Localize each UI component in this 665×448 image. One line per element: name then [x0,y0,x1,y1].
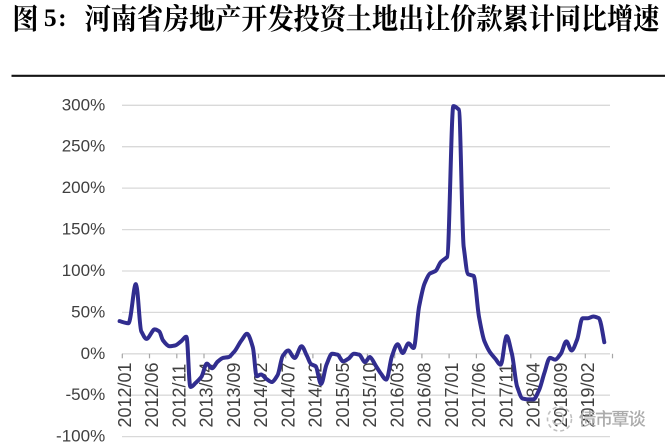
svg-text:2012/06: 2012/06 [142,362,162,427]
svg-text:250%: 250% [62,137,105,156]
svg-text:0%: 0% [81,344,106,363]
svg-text:-100%: -100% [56,427,105,446]
svg-text:-50%: -50% [66,385,106,404]
svg-text:2015/10: 2015/10 [360,362,380,427]
svg-text:5:: 5: [44,3,68,32]
svg-text:50%: 50% [71,302,105,321]
svg-text:100%: 100% [62,261,105,280]
svg-text:2017/06: 2017/06 [469,362,489,427]
svg-text:2014/07: 2014/07 [278,362,298,427]
svg-text:2019/02: 2019/02 [578,362,598,427]
svg-text:2015/05: 2015/05 [333,362,353,427]
svg-text:2017/01: 2017/01 [442,362,462,427]
svg-text:150%: 150% [62,220,105,239]
svg-text:200%: 200% [62,178,105,197]
svg-text:2012/11: 2012/11 [170,364,190,428]
svg-text:2013/09: 2013/09 [224,362,244,427]
svg-text:2016/03: 2016/03 [387,362,407,427]
svg-text:2016/08: 2016/08 [415,362,435,427]
svg-text:2013/04: 2013/04 [197,362,217,427]
svg-text:2018/09: 2018/09 [551,362,571,427]
svg-text:300%: 300% [62,95,105,114]
svg-text:2012/01: 2012/01 [115,362,135,427]
svg-text:2018/04: 2018/04 [524,362,544,427]
svg-text:2017/11: 2017/11 [496,364,516,428]
